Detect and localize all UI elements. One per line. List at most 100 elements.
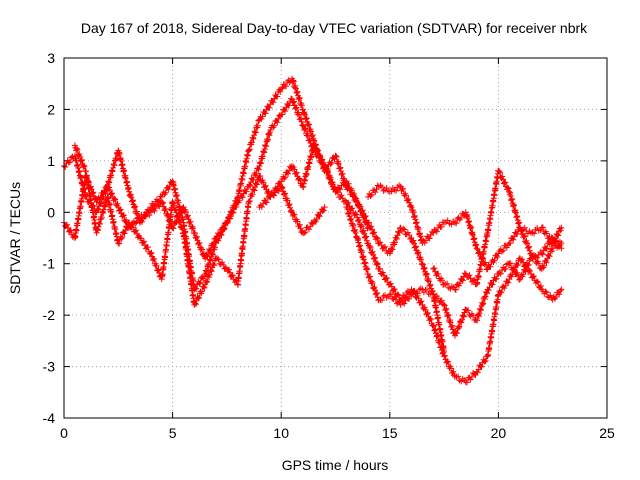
x-tick-label: 0 <box>60 425 68 441</box>
interpolated-points <box>377 292 392 304</box>
interpolated-points <box>224 199 240 226</box>
interpolated-points <box>550 287 564 302</box>
data-point <box>538 250 545 257</box>
interpolated-points <box>203 235 219 260</box>
data-point <box>278 85 285 92</box>
interpolated-points <box>72 174 89 240</box>
interpolated-points <box>365 273 382 304</box>
interpolated-points <box>279 95 295 118</box>
interpolated-points <box>420 304 436 329</box>
interpolated-points <box>529 249 544 262</box>
interpolated-points <box>420 228 435 246</box>
interpolated-points <box>529 273 544 291</box>
interpolated-points <box>431 293 446 307</box>
interpolated-points <box>289 77 306 113</box>
interpolated-points <box>387 280 403 303</box>
interpolated-points <box>159 200 176 280</box>
data-point <box>451 219 458 226</box>
chart-title: Day 167 of 2018, Sidereal Day-to-day VTE… <box>81 20 588 36</box>
interpolated-points <box>484 167 502 234</box>
interpolated-points <box>464 370 479 386</box>
interpolated-points <box>474 289 490 324</box>
series-track-g <box>343 204 565 339</box>
interpolated-points <box>257 103 273 122</box>
interpolated-points <box>539 234 555 258</box>
data-point <box>115 240 122 247</box>
data-point <box>430 322 437 329</box>
interpolated-points <box>127 221 142 241</box>
interpolated-points <box>289 164 306 189</box>
plot-frame <box>63 57 608 419</box>
interpolated-points <box>246 165 262 189</box>
interpolated-points <box>507 224 523 247</box>
interpolated-points <box>550 237 564 250</box>
interpolated-points <box>257 129 273 167</box>
x-tick-label: 15 <box>382 425 398 441</box>
y-tick-label: -1 <box>43 256 56 272</box>
interpolated-points <box>496 241 512 255</box>
interpolated-points <box>452 270 468 293</box>
interpolated-points <box>474 353 490 376</box>
interpolated-points <box>94 184 110 203</box>
interpolated-points <box>365 242 382 272</box>
interpolated-points <box>159 179 175 198</box>
interpolated-points <box>496 278 512 296</box>
interpolated-points <box>257 173 273 200</box>
interpolated-points <box>344 180 360 205</box>
data-point <box>430 291 437 298</box>
interpolated-points <box>506 189 523 231</box>
interpolated-points <box>441 352 458 379</box>
x-tick-label: 20 <box>491 425 507 441</box>
data-point <box>147 209 154 216</box>
interpolated-points <box>376 265 392 288</box>
interpolated-points <box>94 196 110 234</box>
interpolated-points <box>540 288 555 301</box>
data-point <box>147 250 154 257</box>
interpolated-points <box>115 149 132 193</box>
data-point <box>245 199 252 205</box>
interpolated-points <box>365 219 382 247</box>
interpolated-points <box>311 144 327 170</box>
interpolated-points <box>354 236 371 277</box>
interpolated-points <box>442 217 457 228</box>
interpolated-points <box>354 216 371 247</box>
interpolated-points <box>420 286 435 298</box>
y-tick-label: 0 <box>47 204 55 220</box>
interpolated-points <box>539 246 555 271</box>
data-point <box>419 260 426 267</box>
interpolated-points <box>496 168 512 193</box>
interpolated-points <box>235 200 252 288</box>
interpolated-points <box>517 255 534 280</box>
data-point <box>558 286 565 293</box>
y-tick-label: 3 <box>47 50 55 66</box>
interpolated-points <box>289 211 306 236</box>
series-track-d <box>256 142 565 386</box>
interpolated-points <box>300 109 317 142</box>
y-tick-label: -3 <box>43 359 56 375</box>
y-tick-label: -2 <box>43 307 56 323</box>
data-point <box>441 353 448 360</box>
interpolated-points <box>279 163 295 182</box>
interpolated-points <box>430 323 447 357</box>
interpolated-points <box>409 237 425 268</box>
interpolated-points <box>138 209 153 221</box>
data-point <box>538 224 545 231</box>
interpolated-points <box>474 231 491 287</box>
interpolated-points <box>463 211 480 249</box>
y-axis-label: SDTVAR / TECUs <box>7 182 23 294</box>
interpolated-points <box>181 206 197 237</box>
interpolated-points <box>180 232 198 306</box>
interpolated-points <box>235 183 251 206</box>
interpolated-points <box>268 112 284 131</box>
interpolated-points <box>268 180 284 198</box>
interpolated-points <box>72 144 89 175</box>
interpolated-points <box>289 98 306 129</box>
data-point <box>321 204 328 211</box>
interpolated-points <box>485 270 501 294</box>
interpolated-points <box>452 306 469 337</box>
interpolated-points <box>149 193 164 209</box>
interpolated-points <box>398 225 414 242</box>
x-tick-label: 5 <box>169 425 177 441</box>
data-series <box>61 75 565 386</box>
interpolated-points <box>246 174 262 205</box>
